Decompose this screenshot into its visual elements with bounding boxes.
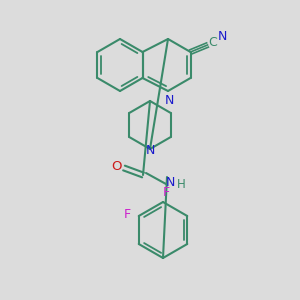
Text: N: N <box>218 31 227 44</box>
Text: C: C <box>208 35 217 49</box>
Text: O: O <box>111 160 121 172</box>
Text: N: N <box>165 176 175 188</box>
Text: H: H <box>177 178 185 191</box>
Text: F: F <box>162 185 169 199</box>
Text: F: F <box>124 208 131 220</box>
Text: N: N <box>164 94 174 106</box>
Text: N: N <box>145 145 155 158</box>
